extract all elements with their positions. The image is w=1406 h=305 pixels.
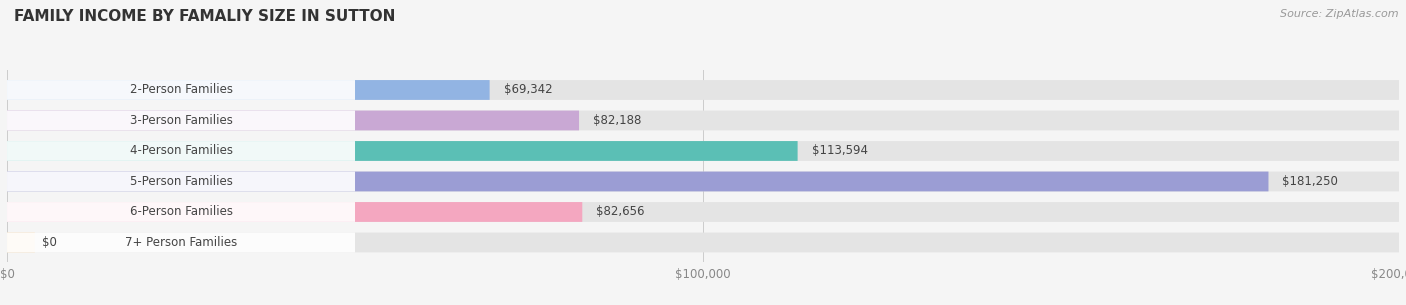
Text: $181,250: $181,250 bbox=[1282, 175, 1339, 188]
FancyBboxPatch shape bbox=[7, 232, 35, 253]
FancyBboxPatch shape bbox=[7, 171, 1268, 192]
FancyBboxPatch shape bbox=[7, 202, 356, 222]
Text: 7+ Person Families: 7+ Person Families bbox=[125, 236, 238, 249]
Text: 6-Person Families: 6-Person Families bbox=[129, 206, 232, 218]
Text: $113,594: $113,594 bbox=[811, 145, 868, 157]
FancyBboxPatch shape bbox=[7, 80, 489, 100]
FancyBboxPatch shape bbox=[7, 171, 1399, 192]
FancyBboxPatch shape bbox=[7, 232, 356, 253]
FancyBboxPatch shape bbox=[7, 202, 582, 222]
FancyBboxPatch shape bbox=[7, 141, 797, 161]
FancyBboxPatch shape bbox=[7, 141, 356, 161]
FancyBboxPatch shape bbox=[7, 111, 1399, 131]
FancyBboxPatch shape bbox=[7, 141, 1399, 161]
Text: 5-Person Families: 5-Person Families bbox=[129, 175, 232, 188]
Text: FAMILY INCOME BY FAMALIY SIZE IN SUTTON: FAMILY INCOME BY FAMALIY SIZE IN SUTTON bbox=[14, 9, 395, 24]
FancyBboxPatch shape bbox=[7, 80, 1399, 100]
FancyBboxPatch shape bbox=[7, 202, 1399, 222]
Text: Source: ZipAtlas.com: Source: ZipAtlas.com bbox=[1281, 9, 1399, 19]
FancyBboxPatch shape bbox=[7, 171, 356, 192]
FancyBboxPatch shape bbox=[7, 111, 579, 131]
FancyBboxPatch shape bbox=[7, 111, 356, 131]
Text: $82,656: $82,656 bbox=[596, 206, 645, 218]
Text: $0: $0 bbox=[42, 236, 56, 249]
Text: 4-Person Families: 4-Person Families bbox=[129, 145, 232, 157]
Text: 3-Person Families: 3-Person Families bbox=[129, 114, 232, 127]
Text: $82,188: $82,188 bbox=[593, 114, 641, 127]
FancyBboxPatch shape bbox=[7, 80, 356, 100]
FancyBboxPatch shape bbox=[7, 232, 1399, 253]
Text: $69,342: $69,342 bbox=[503, 84, 553, 96]
Text: 2-Person Families: 2-Person Families bbox=[129, 84, 232, 96]
